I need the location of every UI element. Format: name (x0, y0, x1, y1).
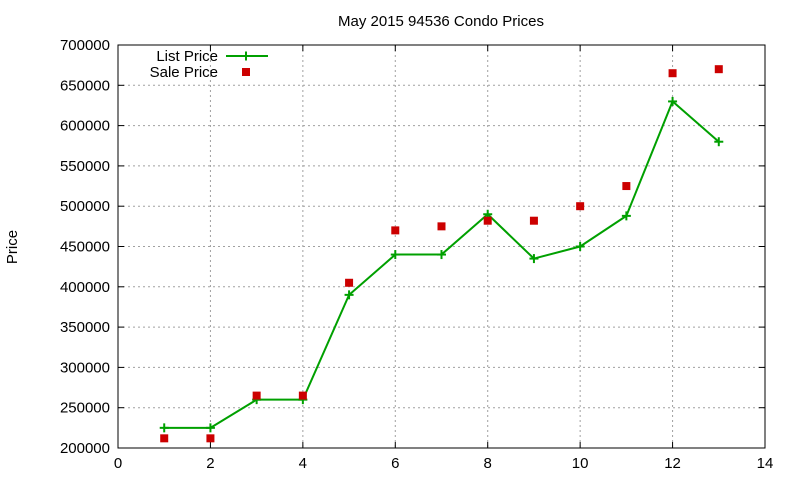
legend-entry-list-price: List Price (156, 48, 268, 65)
data-point-list-price (668, 96, 678, 106)
x-tick-label: 10 (572, 455, 589, 472)
data-point-list-price (437, 250, 446, 260)
data-point-sale-price (668, 69, 677, 78)
data-point-list-price (344, 290, 354, 300)
chart-title: May 2015 94536 Condo Prices (338, 13, 544, 30)
data-point-sale-price (298, 391, 307, 400)
data-point-list-price (575, 242, 585, 251)
data-point-list-price (159, 423, 169, 433)
y-axis-label: Price (4, 230, 21, 264)
y-tick-label: 550000 (60, 158, 110, 175)
x-tick-label: 8 (484, 455, 492, 472)
data-point-sale-price (622, 182, 631, 191)
data-point-sale-price (391, 226, 400, 235)
x-tick-label: 6 (391, 455, 399, 472)
series-list-price (159, 96, 724, 433)
data-point-sale-price (345, 278, 354, 287)
data-point-sale-price (206, 434, 215, 443)
y-tick-labels: 200000 250000 300000 350000 400000 450000 5000… (60, 37, 110, 457)
data-point-list-price (621, 211, 631, 221)
data-point-sale-price (714, 65, 723, 74)
data-point-sale-price (529, 216, 538, 225)
x-tick-label: 0 (114, 455, 122, 472)
legend-marker-sample (242, 68, 250, 76)
x-tick-labels: 0 2 4 6 8 10 12 14 (114, 455, 774, 472)
x-tick-label: 14 (757, 455, 774, 472)
x-tick-label: 4 (299, 455, 307, 472)
y-tick-label: 600000 (60, 118, 110, 135)
data-point-list-price (714, 137, 724, 147)
data-point-sale-price (252, 391, 261, 400)
series-sale-price (160, 65, 723, 443)
legend-entry-sale-price: Sale Price (150, 64, 250, 81)
legend-label-sale-price: Sale Price (150, 64, 218, 81)
data-point-sale-price (160, 434, 169, 443)
y-tick-label: 700000 (60, 37, 110, 54)
data-point-sale-price (576, 202, 585, 211)
x-tick-label: 2 (206, 455, 214, 472)
y-tick-label: 300000 (60, 359, 110, 376)
grid-lines (118, 45, 765, 448)
y-tick-label: 500000 (60, 198, 110, 215)
data-point-sale-price (437, 222, 446, 231)
y-tick-label: 400000 (60, 279, 110, 296)
y-tick-label: 250000 (60, 400, 110, 417)
data-point-list-price (390, 250, 400, 260)
data-point-list-price (205, 423, 215, 433)
series-line-list-price (164, 100, 720, 429)
y-tick-label: 350000 (60, 319, 110, 336)
y-tick-label: 650000 (60, 77, 110, 94)
y-tick-label: 450000 (60, 239, 110, 256)
legend-marker-sample (241, 51, 251, 61)
tick-marks (117, 44, 766, 449)
y-tick-label: 200000 (60, 440, 110, 457)
x-tick-label: 12 (664, 455, 681, 472)
plot-frame (117, 44, 766, 449)
data-point-sale-price (483, 216, 492, 225)
legend-label-list-price: List Price (156, 48, 218, 65)
data-point-list-price (529, 254, 539, 264)
data-series (159, 65, 724, 443)
